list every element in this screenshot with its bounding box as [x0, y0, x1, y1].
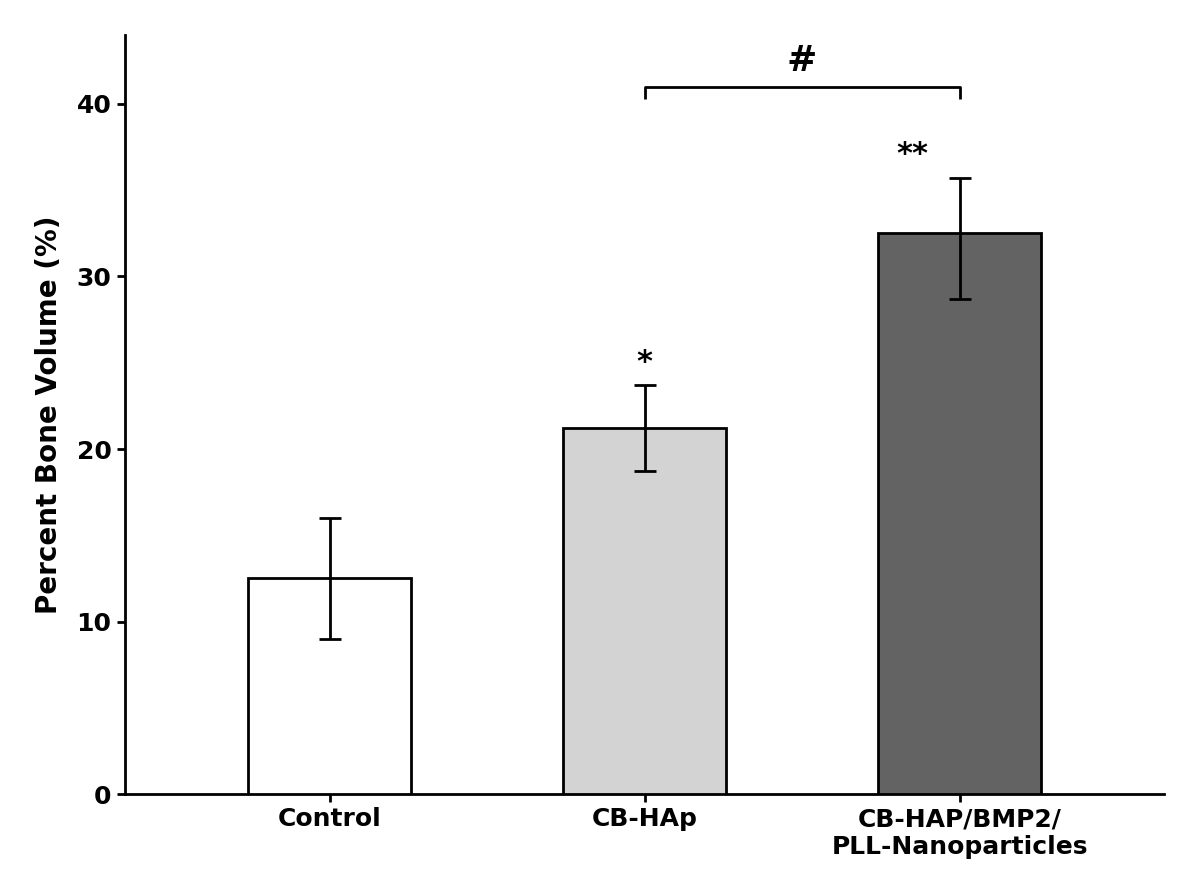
- Bar: [248, 578, 411, 794]
- Bar: [878, 233, 1042, 794]
- Text: #: #: [787, 44, 818, 78]
- Bar: [562, 428, 727, 794]
- Text: *: *: [637, 348, 652, 376]
- Text: **: **: [897, 140, 928, 169]
- Y-axis label: Percent Bone Volume (%): Percent Bone Volume (%): [35, 215, 62, 614]
